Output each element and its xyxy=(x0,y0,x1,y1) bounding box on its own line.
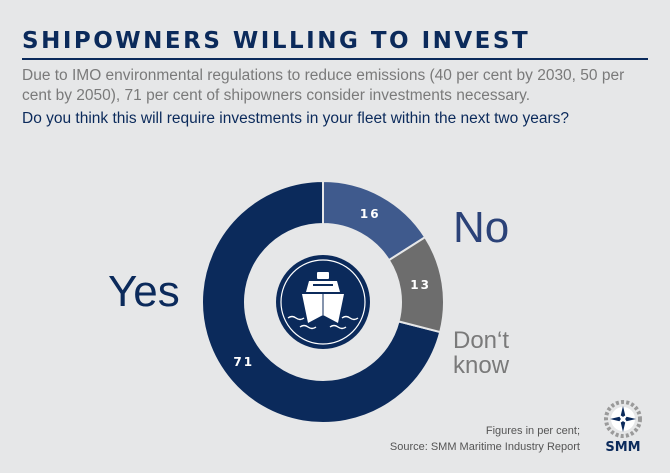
dont-know-line1: Don‘t xyxy=(453,327,510,354)
slice-value-label: 71 xyxy=(233,354,255,369)
category-label-dont-know: Don‘t know xyxy=(453,328,543,378)
compass-rose-icon xyxy=(604,400,642,438)
donut-slice-yes xyxy=(201,179,442,424)
footnote-note: Figures in per cent; xyxy=(485,425,580,437)
slice-value-label: 13 xyxy=(410,278,431,293)
page-title: SHIPOWNERS WILLING TO INVEST xyxy=(22,28,531,54)
slice-value-label: 16 xyxy=(359,206,381,221)
footnote: Figures in per cent; Source: SMM Maritim… xyxy=(390,423,580,455)
category-label-yes: Yes xyxy=(108,267,180,316)
ship-icon xyxy=(276,255,370,349)
dont-know-line2: know xyxy=(453,352,510,379)
title-underline xyxy=(22,58,648,60)
logo-text: SMM xyxy=(605,440,641,455)
category-label-no: No xyxy=(453,203,510,252)
donut-slice-don-t-know xyxy=(387,235,445,334)
survey-question: Do you think this will require investmen… xyxy=(22,110,570,127)
footnote-source: Source: SMM Maritime Industry Report xyxy=(389,441,580,453)
description-text: Due to IMO environmental regulations to … xyxy=(22,67,625,104)
